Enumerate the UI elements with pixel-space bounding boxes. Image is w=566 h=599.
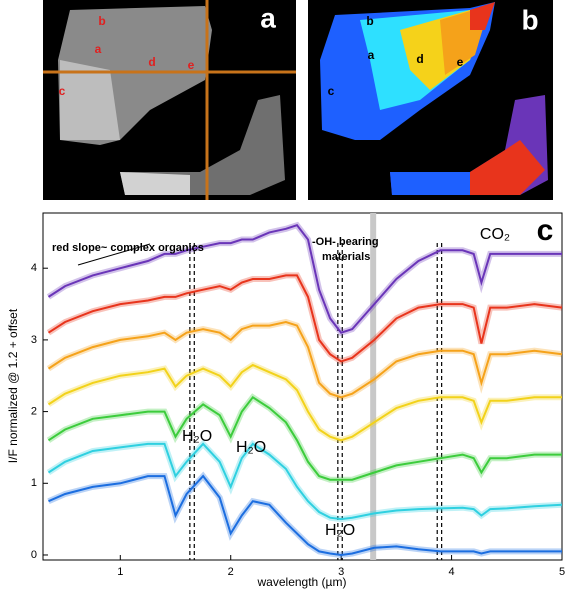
x-tick-label: 1 — [117, 566, 123, 578]
series-line — [47, 395, 562, 481]
panel-label: c — [537, 214, 554, 247]
marker-label: a — [368, 48, 375, 62]
annotation: -OH- bearing — [312, 236, 379, 248]
surface-tail-red — [470, 140, 545, 195]
panel-label: a — [260, 2, 276, 33]
surface-tail-blue — [390, 172, 470, 195]
reference-band — [370, 213, 377, 560]
y-axis-label: I/F normalized @ 1.2 + offset — [6, 308, 20, 463]
marker-label: b — [366, 14, 373, 28]
annotation-arrow — [77, 243, 151, 266]
surface-bright — [60, 60, 120, 140]
x-tick-label: 5 — [559, 566, 565, 578]
series-line — [47, 363, 562, 442]
marker-label: b — [98, 14, 105, 28]
annotation: materials — [322, 251, 370, 263]
plot-frame — [42, 212, 563, 561]
y-tick-label: 3 — [31, 334, 37, 346]
marker-label: c — [328, 84, 335, 98]
panel-a: a — [43, 0, 296, 200]
marker-label: e — [188, 58, 195, 72]
annotation: H₂O — [325, 522, 355, 539]
panel-b: b — [308, 0, 553, 200]
marker-label: d — [416, 52, 423, 66]
annotation: red slope~ complex organics — [52, 242, 204, 254]
annotation: H₂O — [236, 439, 266, 456]
marker-label: e — [457, 55, 464, 69]
series-envelope — [46, 272, 563, 365]
annotation: H₂O — [182, 428, 212, 445]
surface-red — [470, 2, 495, 30]
marker-label: a — [95, 42, 102, 56]
x-tick-label: 3 — [338, 566, 344, 578]
series-line — [47, 224, 562, 334]
x-tick-label: 4 — [449, 566, 455, 578]
surface-tail-bright — [120, 172, 190, 195]
y-tick-label: 1 — [31, 477, 37, 489]
panel-label: b — [521, 4, 538, 35]
marker-label: d — [148, 55, 155, 69]
series-line — [48, 474, 562, 557]
series-line — [47, 442, 563, 521]
y-tick-label: 4 — [31, 262, 37, 274]
y-tick-label: 2 — [31, 405, 37, 417]
annotation: CO₂ — [480, 226, 510, 243]
x-axis-label: wavelength (µm) — [257, 575, 347, 589]
marker-label: c — [59, 84, 66, 98]
series-line — [47, 274, 563, 363]
y-tick-label: 0 — [31, 549, 37, 561]
surface-tail — [120, 95, 285, 195]
x-tick-label: 2 — [228, 566, 234, 578]
series-line — [47, 320, 563, 399]
